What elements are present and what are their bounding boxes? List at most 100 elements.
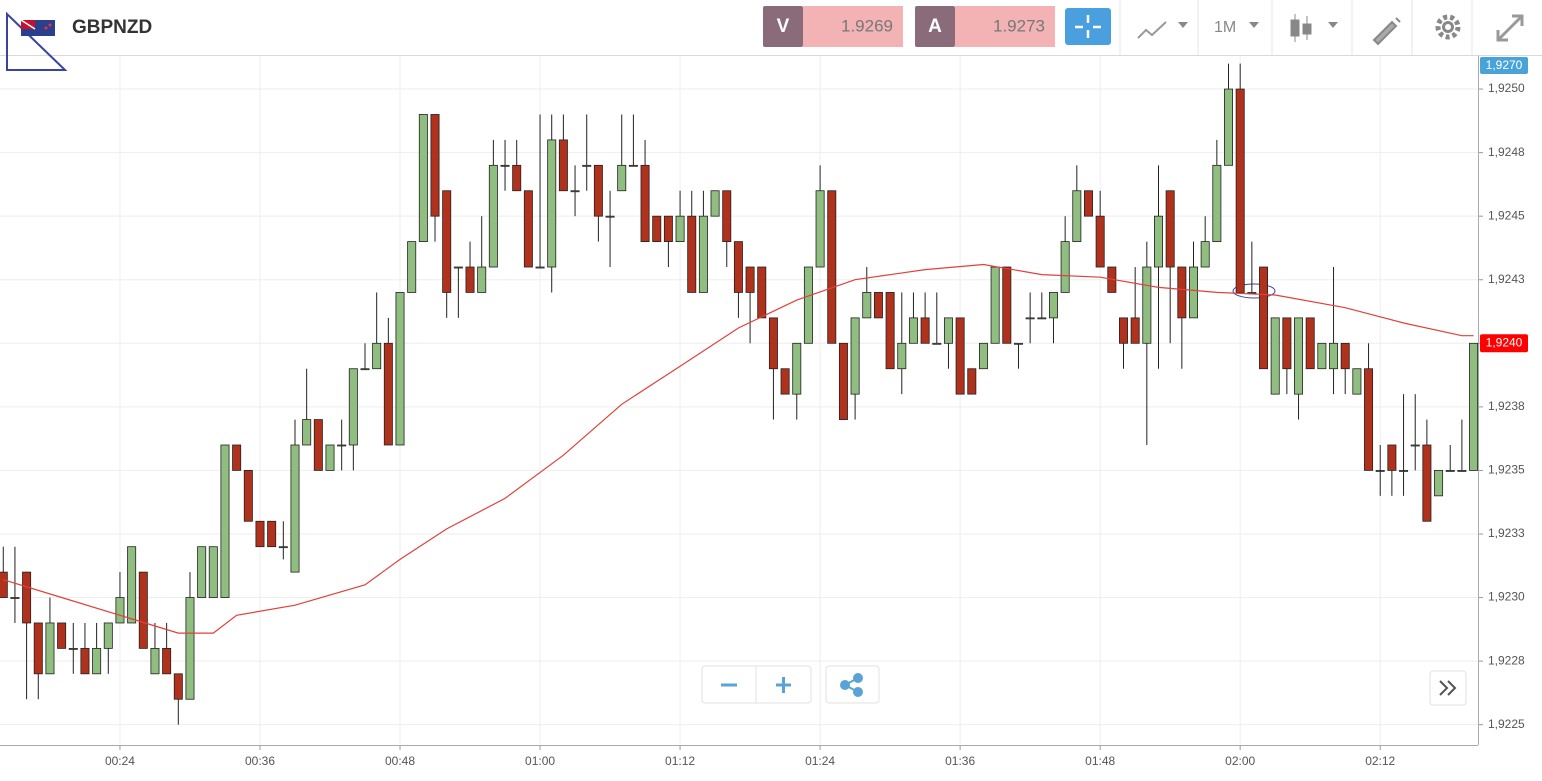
- candle-body: [313, 419, 323, 471]
- candle-body: [710, 190, 720, 217]
- candle-body: [80, 647, 90, 675]
- candle-body: [1469, 342, 1479, 471]
- candle-body: [115, 597, 125, 624]
- candle-body: [1445, 470, 1455, 472]
- draw-tool-button[interactable]: [1372, 17, 1401, 46]
- candle-body: [22, 571, 32, 624]
- candle-body: [407, 241, 417, 293]
- candle-body: [232, 444, 242, 471]
- candle-body: [955, 317, 965, 395]
- candle-body: [453, 266, 463, 269]
- timeframe-button[interactable]: 1M: [1214, 19, 1259, 36]
- candle-body: [897, 342, 907, 370]
- candle-body: [162, 647, 172, 675]
- y-tick-label: 1,9233: [1488, 526, 1525, 540]
- candle-body: [442, 190, 452, 293]
- candle-body: [1142, 266, 1152, 344]
- candle-body: [862, 292, 872, 319]
- candle-body: [150, 647, 160, 675]
- candle-body: [838, 342, 848, 420]
- candle-body: [593, 164, 603, 217]
- candle-body: [1154, 215, 1163, 268]
- last-price-tag: 1,9240: [1486, 335, 1523, 349]
- moving-average-line: [3, 263, 1474, 634]
- candle-body: [908, 317, 918, 344]
- candle-body: [348, 368, 358, 446]
- settings-button[interactable]: [1435, 14, 1461, 40]
- candle-body: [1119, 317, 1128, 344]
- candle-body: [1048, 292, 1058, 319]
- y-tick-label: 1,9250: [1488, 81, 1525, 95]
- scroll-end-button[interactable]: [1439, 680, 1457, 696]
- candle-body: [1002, 266, 1012, 344]
- candle-body: [640, 164, 650, 242]
- x-tick-label: 01:00: [525, 754, 555, 768]
- candle-body: [535, 266, 545, 269]
- crosshair-button[interactable]: [1065, 8, 1111, 45]
- x-tick-label: 01:36: [945, 754, 975, 768]
- candle-body: [827, 190, 837, 344]
- candle-body: [488, 164, 498, 268]
- candle-body: [605, 215, 615, 218]
- candle-body: [547, 139, 557, 268]
- candle-body: [290, 444, 300, 573]
- candle-body: [1387, 444, 1397, 471]
- candle-body: [1364, 368, 1374, 471]
- candle-body: [582, 164, 592, 167]
- x-tick-label: 02:00: [1225, 754, 1255, 768]
- candle-body: [302, 419, 312, 446]
- candle-body: [33, 622, 43, 675]
- candle-body: [383, 342, 393, 446]
- share-button[interactable]: [840, 673, 863, 697]
- candle-body: [1340, 342, 1350, 370]
- ask-tag: 1,9270: [1486, 58, 1523, 72]
- flag-icon: [20, 19, 55, 36]
- candle-body: [803, 266, 813, 344]
- candle-body: [687, 215, 697, 293]
- candle-body: [430, 114, 440, 217]
- zoom-controls: [701, 665, 1467, 706]
- candle-body: [360, 368, 370, 371]
- chart-type-button[interactable]: [1137, 21, 1188, 39]
- fullscreen-button[interactable]: [1496, 14, 1524, 42]
- x-tick-label: 01:12: [665, 754, 695, 768]
- candle-body: [68, 647, 78, 650]
- candle-body: [1457, 470, 1467, 472]
- candle-body: [465, 266, 475, 293]
- candle-body: [1434, 470, 1444, 497]
- sell-button[interactable]: V 1.9269: [763, 6, 903, 47]
- y-tick-label: 1,9228: [1488, 653, 1525, 667]
- candle-body: [850, 317, 860, 395]
- y-tick-label: 1,9235: [1488, 463, 1525, 477]
- candle-body: [185, 597, 195, 700]
- candle-body: [1305, 317, 1315, 370]
- candle-body: [1294, 317, 1304, 395]
- candle-body: [617, 164, 627, 192]
- candle-body: [1235, 88, 1245, 293]
- plot-grid: [0, 56, 1478, 745]
- candle-body: [500, 164, 510, 167]
- candle-body: [1177, 266, 1187, 319]
- candle-body: [512, 164, 522, 192]
- zoom-in-button[interactable]: [776, 677, 791, 693]
- candle-body: [267, 520, 277, 548]
- candle-body: [418, 114, 428, 242]
- candle-body: [220, 444, 230, 598]
- candle-body: [1317, 342, 1327, 370]
- sell-label: V: [777, 16, 790, 37]
- y-tick-label: 1,9248: [1488, 145, 1525, 159]
- candle-body: [1282, 317, 1292, 370]
- candle-body: [1422, 444, 1432, 522]
- candle-body: [1084, 190, 1093, 217]
- buy-button[interactable]: A 1.9273: [915, 6, 1055, 47]
- candle-body: [243, 470, 253, 522]
- candle-body: [127, 546, 137, 624]
- candle-body: [1212, 164, 1222, 242]
- candle-style-button[interactable]: [1290, 14, 1338, 42]
- candle-body: [197, 546, 207, 598]
- candle-body: [325, 444, 335, 471]
- candle-body: [722, 190, 732, 242]
- candle-body: [1130, 317, 1140, 344]
- candle-body: [372, 342, 382, 370]
- candle-body: [255, 520, 265, 548]
